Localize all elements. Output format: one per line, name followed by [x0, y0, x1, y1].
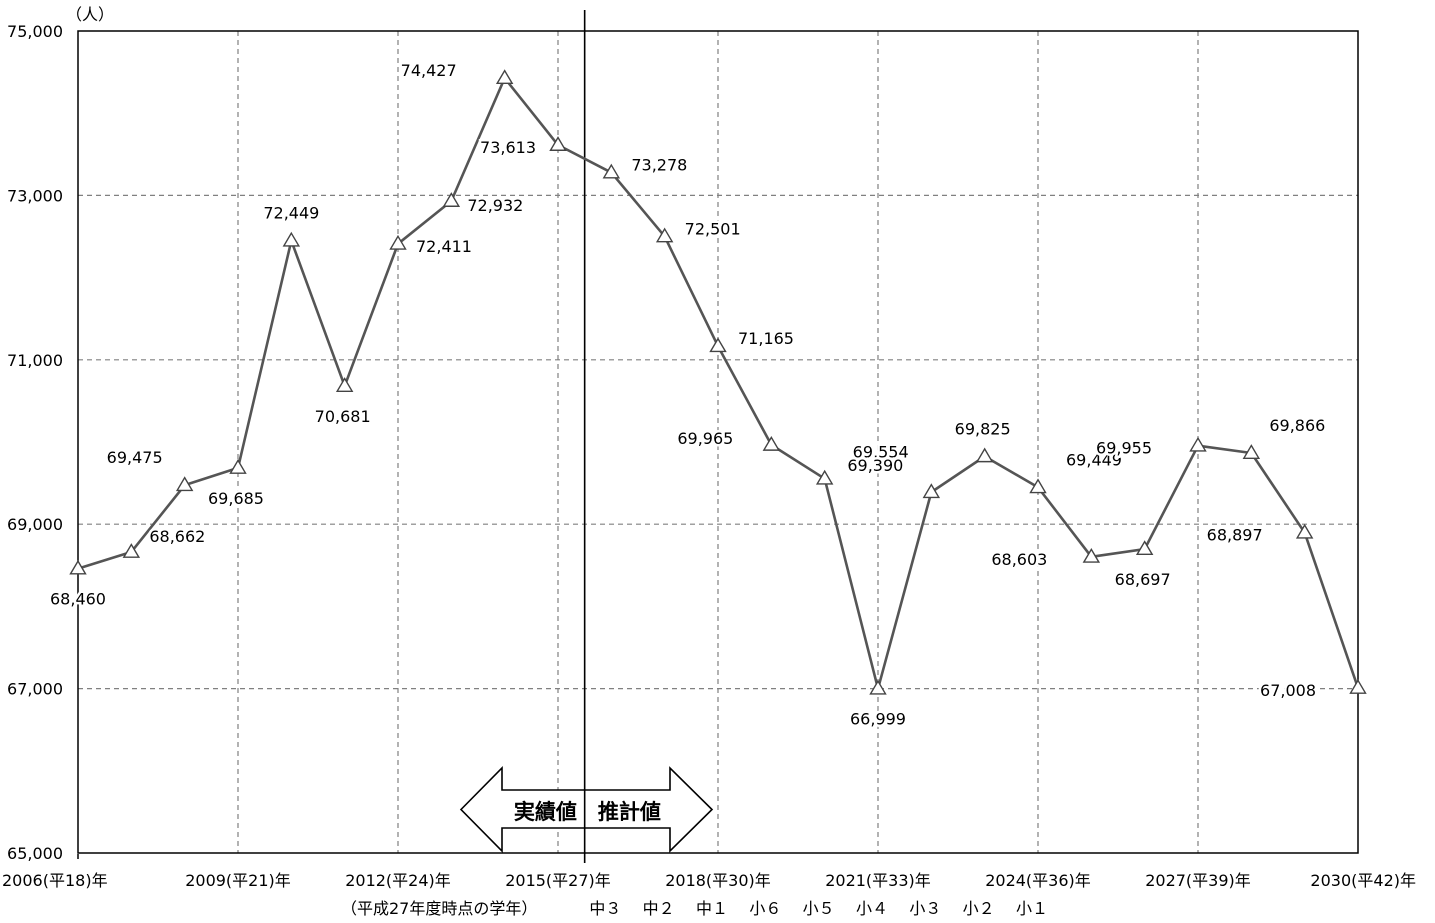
x-tick-label: 2009(平21)年	[185, 871, 291, 890]
y-tick-label: 73,000	[7, 186, 63, 205]
x-tick-label: 2021(平33)年	[825, 871, 931, 890]
data-point-marker	[975, 447, 994, 463]
forecast-values-label: 推計値	[598, 800, 661, 824]
data-label: 72,501	[685, 219, 741, 238]
y-tick-label: 67,000	[7, 680, 63, 699]
plot-area-border	[77, 30, 1359, 854]
x-tick-label: 2012(平24)年	[345, 871, 451, 890]
grade-label: 小２	[963, 899, 995, 918]
data-point-marker	[1189, 436, 1207, 452]
data-point-marker	[549, 136, 567, 151]
y-axis-tick-labels: 65,000 67,000 69,000 71,000 73,000 75,000	[7, 22, 63, 863]
x-tick-label: 2015(平27)年	[505, 871, 611, 890]
x-tick-label: 2030(平42)年	[1310, 871, 1416, 890]
y-tick-label: 75,000	[7, 22, 63, 41]
data-label: 69,965	[677, 429, 733, 448]
grade-label: 小１	[1016, 899, 1048, 918]
data-point-marker	[69, 559, 87, 575]
x-tick-label: 2024(平36)年	[985, 871, 1091, 890]
data-label: 72,932	[467, 196, 523, 215]
grade-label: 小６	[749, 899, 781, 918]
data-label: 73,613	[480, 138, 536, 157]
x-axis-tick-labels: 2006(平18)年 2009(平21)年 2012(平24)年 2015(平27)年…	[2, 871, 1416, 890]
double-arrow-shape	[459, 766, 714, 853]
actual-values-label: 実績値	[514, 800, 577, 824]
data-label: 66,999	[850, 710, 906, 729]
data-point-marker	[495, 69, 514, 85]
data-point-marker	[175, 476, 194, 492]
grade-label: 小３	[909, 899, 941, 918]
data-label: 72,449	[263, 204, 319, 223]
data-point-marker	[709, 337, 727, 353]
data-label: 69,866	[1269, 416, 1325, 435]
data-label: 68,897	[1207, 526, 1263, 545]
data-point-marker	[122, 543, 141, 558]
data-label: 69,825	[955, 419, 1011, 438]
data-point-marker	[655, 227, 674, 243]
x-tick-label: 2027(平39)年	[1145, 871, 1251, 890]
data-label: 68,460	[50, 590, 106, 609]
data-point-marker	[282, 231, 301, 247]
data-label: 70,681	[315, 407, 371, 426]
data-point-marker	[815, 469, 834, 485]
data-point-marker	[1295, 523, 1314, 539]
data-label: 71,165	[738, 329, 794, 348]
grade-label: 小４	[856, 899, 888, 918]
data-point-marker	[869, 679, 887, 695]
data-point-marker	[922, 483, 941, 499]
data-point-marker	[389, 234, 407, 250]
data-point-marker	[602, 163, 621, 179]
data-label: 69,449	[1066, 450, 1122, 469]
data-point-marker	[762, 435, 781, 451]
y-tick-label: 65,000	[7, 844, 63, 863]
data-point-marker	[1029, 478, 1047, 494]
data-point-marker	[229, 459, 247, 474]
grid-lines	[77, 31, 1358, 859]
data-point-marker	[335, 377, 354, 392]
y-axis-unit-label: （人）	[66, 5, 114, 24]
data-markers	[69, 69, 1367, 695]
y-tick-label: 69,000	[7, 515, 63, 534]
data-point-marker	[1082, 547, 1101, 563]
actual-forecast-arrow: 実績値 推計値	[459, 766, 714, 853]
data-label: 68,697	[1115, 570, 1171, 589]
data-label: 72,411	[416, 237, 472, 256]
data-label: 69,390	[847, 456, 903, 475]
y-tick-label: 71,000	[7, 351, 63, 370]
grade-label: 中３	[589, 899, 621, 918]
data-label: 68,662	[149, 527, 205, 546]
grade-labels: 中３ 中２ 中１ 小６ 小５ 小４ 小３ 小２ 小１	[589, 899, 1048, 918]
data-point-marker	[1135, 540, 1154, 556]
data-labels: 68,460 68,662 69,475 69,685 72,449 70,681 72,4…	[48, 59, 1328, 732]
data-point-marker	[1242, 444, 1261, 459]
data-point-marker	[442, 192, 461, 207]
data-label: 69,685	[208, 489, 264, 508]
grade-label: 中２	[643, 899, 675, 918]
data-label: 74,427	[401, 61, 457, 80]
data-label: 69,955	[1096, 439, 1152, 458]
data-label: 73,278	[631, 156, 687, 175]
grade-label: 小５	[803, 899, 835, 918]
x-tick-label: 2006(平18)年	[2, 871, 108, 890]
grade-row-label: （平成27年度時点の学年）	[341, 899, 537, 918]
x-tick-label: 2018(平30)年	[665, 871, 771, 890]
data-label: 67,008	[1260, 681, 1316, 700]
data-label: 69,554	[853, 443, 909, 462]
data-label: 68,603	[991, 550, 1047, 569]
data-point-marker	[1349, 679, 1367, 694]
grade-label: 中１	[696, 899, 728, 918]
data-label: 69,475	[107, 448, 163, 467]
